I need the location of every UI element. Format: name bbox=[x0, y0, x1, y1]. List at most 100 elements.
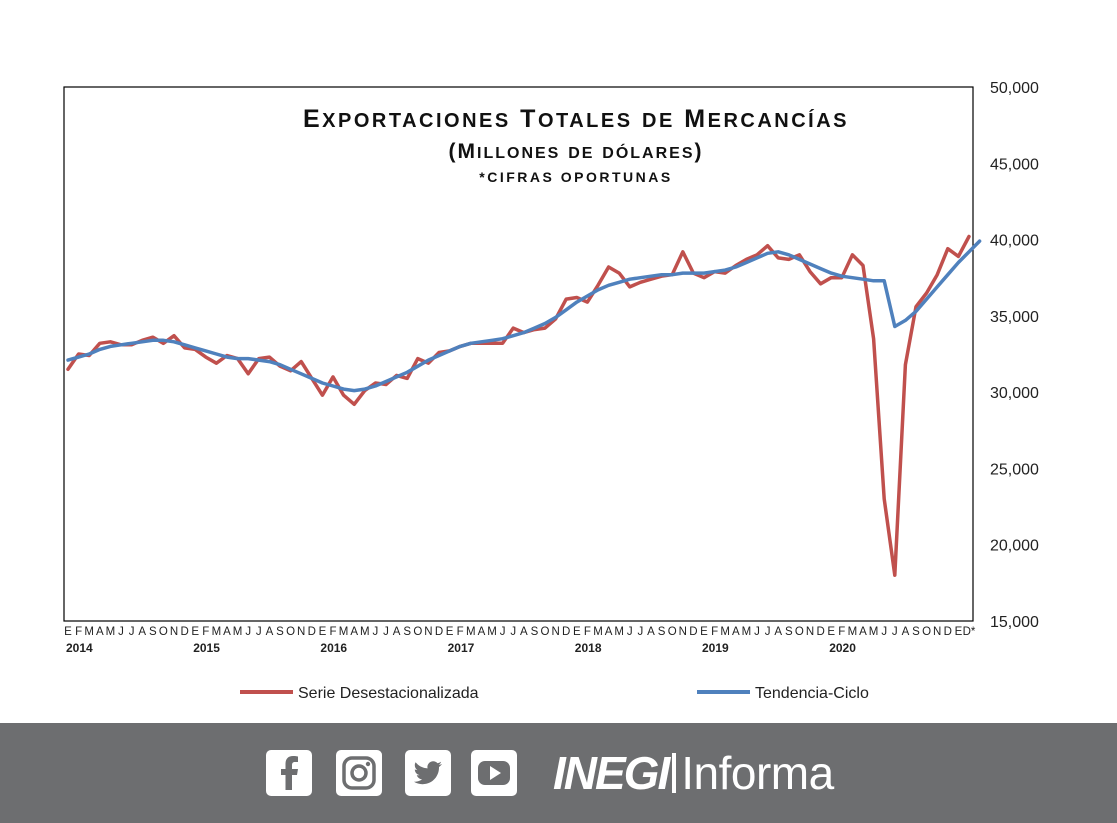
x-month-label: J bbox=[638, 626, 644, 638]
x-month-label: A bbox=[393, 626, 401, 638]
facebook-icon[interactable] bbox=[266, 750, 312, 796]
footer-bar: INEGI Informa bbox=[0, 723, 1117, 823]
x-month-label: J bbox=[892, 626, 898, 638]
x-month-label: M bbox=[466, 626, 476, 638]
instagram-icon[interactable] bbox=[336, 750, 382, 796]
y-tick-label: 45,000 bbox=[990, 156, 1039, 173]
x-month-label: J bbox=[500, 626, 506, 638]
x-month-label: F bbox=[457, 626, 464, 638]
chart-title-block: EXPORTACIONES TOTALES DE MERCANCÍAS (MIL… bbox=[303, 105, 849, 185]
x-month-label: F bbox=[711, 626, 718, 638]
x-month-label: A bbox=[223, 626, 231, 638]
x-month-label: A bbox=[647, 626, 655, 638]
x-month-label: M bbox=[339, 626, 349, 638]
x-month-label: O bbox=[795, 626, 804, 638]
x-month-label: J bbox=[373, 626, 379, 638]
x-year-label: 2014 bbox=[66, 641, 93, 655]
youtube-icon[interactable] bbox=[471, 750, 517, 796]
x-month-label: E bbox=[191, 626, 199, 638]
x-month-label: S bbox=[531, 626, 539, 638]
series-line-serie-desestacionalizada bbox=[66, 234, 971, 577]
x-month-label: F bbox=[202, 626, 209, 638]
x-month-label: J bbox=[754, 626, 760, 638]
x-month-label: A bbox=[774, 626, 782, 638]
x-month-label: J bbox=[765, 626, 771, 638]
x-month-label: N bbox=[424, 626, 432, 638]
x-month-label: A bbox=[350, 626, 358, 638]
x-month-label: E bbox=[573, 626, 581, 638]
x-month-label: M bbox=[360, 626, 370, 638]
x-month-label: S bbox=[276, 626, 284, 638]
x-month-label: D bbox=[308, 626, 316, 638]
x-month-label: O bbox=[668, 626, 677, 638]
x-month-label: A bbox=[96, 626, 104, 638]
legend-label: Tendencia-Ciclo bbox=[755, 685, 869, 702]
x-month-label: A bbox=[138, 626, 146, 638]
x-month-label: M bbox=[848, 626, 858, 638]
x-year-label: 2016 bbox=[320, 641, 347, 655]
x-month-label: D bbox=[180, 626, 188, 638]
x-year-label: 2017 bbox=[448, 641, 475, 655]
y-tick-label: 20,000 bbox=[990, 538, 1039, 555]
x-month-label: D bbox=[816, 626, 824, 638]
x-month-label: O bbox=[922, 626, 931, 638]
x-month-label: S bbox=[149, 626, 157, 638]
x-year-label: 2018 bbox=[575, 641, 602, 655]
x-month-label: F bbox=[75, 626, 82, 638]
x-month-label: S bbox=[403, 626, 411, 638]
x-month-label: S bbox=[658, 626, 666, 638]
series-line-tendencia-ciclo bbox=[66, 239, 982, 393]
x-month-label: E bbox=[955, 626, 963, 638]
x-month-label: A bbox=[266, 626, 274, 638]
x-month-label: A bbox=[902, 626, 910, 638]
x-month-label: N bbox=[170, 626, 178, 638]
x-month-label: A bbox=[732, 626, 740, 638]
x-month-label: J bbox=[627, 626, 633, 638]
x-month-label: M bbox=[614, 626, 624, 638]
x-month-label: A bbox=[859, 626, 867, 638]
x-month-label: J bbox=[510, 626, 516, 638]
y-tick-label: 40,000 bbox=[990, 233, 1039, 250]
x-month-label: O bbox=[541, 626, 550, 638]
inegi-informa-logo: INEGI Informa bbox=[553, 747, 834, 799]
x-month-label: A bbox=[520, 626, 528, 638]
chart-note: *CIFRAS OPORTUNAS bbox=[479, 169, 672, 185]
y-tick-label: 25,000 bbox=[990, 461, 1039, 478]
y-tick-label: 15,000 bbox=[990, 614, 1039, 631]
x-month-label: E bbox=[446, 626, 454, 638]
brand-informa: Informa bbox=[681, 747, 834, 799]
twitter-icon[interactable] bbox=[405, 750, 451, 796]
y-tick-label: 35,000 bbox=[990, 309, 1039, 326]
x-month-label: E bbox=[827, 626, 835, 638]
x-month-label: O bbox=[413, 626, 422, 638]
x-month-label: F bbox=[329, 626, 336, 638]
x-month-label: S bbox=[785, 626, 793, 638]
x-month-label: J bbox=[118, 626, 124, 638]
x-month-label: M bbox=[593, 626, 603, 638]
x-month-label: A bbox=[605, 626, 613, 638]
y-tick-label: 50,000 bbox=[990, 80, 1039, 97]
x-month-label: E bbox=[700, 626, 708, 638]
x-month-label: N bbox=[297, 626, 305, 638]
x-year-label: 2015 bbox=[193, 641, 220, 655]
x-month-label: N bbox=[679, 626, 687, 638]
x-month-label: M bbox=[84, 626, 94, 638]
chart-title: EXPORTACIONES TOTALES DE MERCANCÍAS bbox=[303, 105, 849, 133]
x-month-label: J bbox=[383, 626, 389, 638]
x-month-label: M bbox=[742, 626, 752, 638]
plot-area-frame bbox=[63, 86, 974, 622]
x-month-label: D bbox=[562, 626, 570, 638]
x-month-label: D* bbox=[963, 626, 976, 638]
x-month-label: N bbox=[551, 626, 559, 638]
x-month-label: M bbox=[106, 626, 116, 638]
x-month-label: D bbox=[944, 626, 952, 638]
x-month-label: D bbox=[689, 626, 697, 638]
x-month-label: J bbox=[245, 626, 251, 638]
brand-inegi: INEGI bbox=[553, 747, 670, 799]
legend-label: Serie Desestacionalizada bbox=[298, 685, 479, 702]
brand-separator bbox=[672, 753, 677, 793]
x-month-label: M bbox=[487, 626, 497, 638]
x-year-label: 2019 bbox=[702, 641, 729, 655]
chart: EXPORTACIONES TOTALES DE MERCANCÍAS (MIL… bbox=[63, 80, 1039, 702]
x-month-label: O bbox=[286, 626, 295, 638]
